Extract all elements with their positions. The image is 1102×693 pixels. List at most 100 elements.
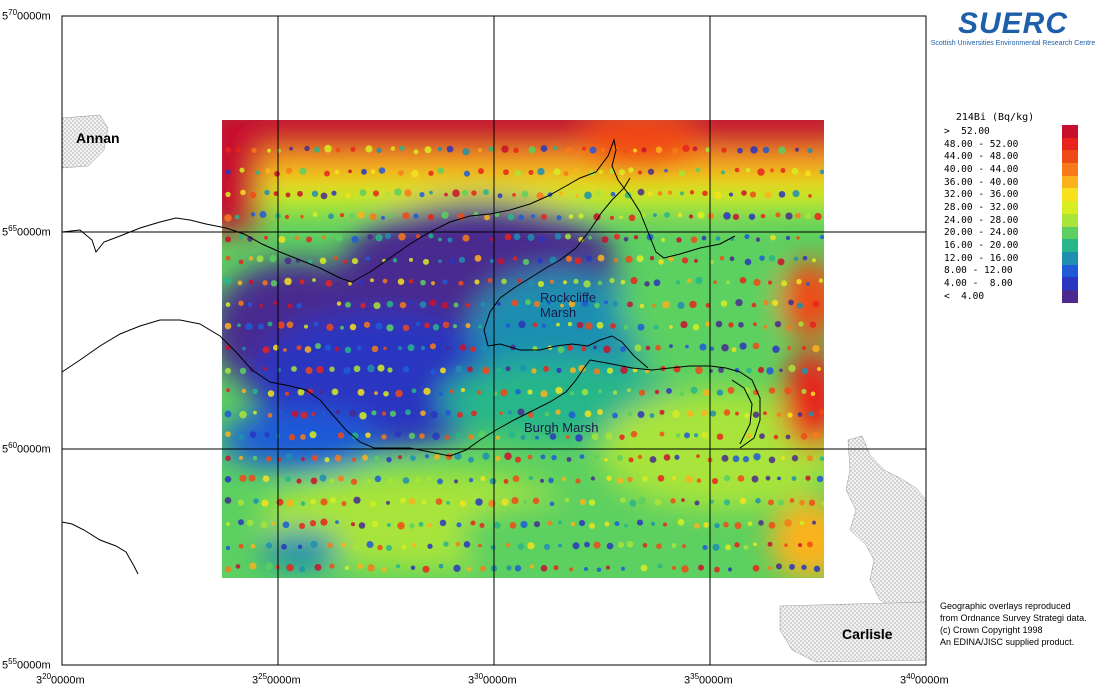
flight-line-dot	[810, 391, 816, 397]
flight-line-dot	[805, 475, 811, 481]
flight-line-dot	[497, 301, 501, 306]
flight-line-dot	[386, 456, 392, 463]
flight-line-dot	[787, 412, 793, 418]
flight-line-dot	[701, 431, 709, 439]
legend-item-label: < 4.00	[944, 290, 985, 302]
flight-line-dot	[778, 499, 784, 506]
flight-line-dot	[746, 367, 752, 374]
flight-line-dot	[638, 496, 646, 505]
flight-line-dot	[335, 409, 341, 415]
flight-line-dot	[769, 168, 775, 173]
flight-line-dot	[224, 476, 232, 483]
flight-line-dot	[616, 477, 624, 484]
flight-line-dot	[224, 277, 232, 285]
flight-line-dot	[694, 258, 698, 263]
flight-line-dot	[682, 544, 686, 549]
flight-line-dot	[786, 325, 792, 331]
flight-line-dot	[696, 454, 700, 458]
flight-line-dot	[768, 499, 774, 506]
flight-line-dot	[798, 543, 802, 547]
flight-line-dot	[408, 497, 416, 505]
flight-line-dot	[434, 454, 440, 460]
flight-line-dot	[304, 145, 310, 152]
flight-line-dot	[341, 542, 347, 548]
flight-line-dot	[478, 168, 484, 175]
flight-line-dot	[603, 345, 611, 354]
flight-line-dot	[488, 499, 496, 508]
flight-line-dot	[789, 498, 795, 503]
flight-line-dot	[504, 452, 512, 460]
flight-line-dot	[620, 346, 626, 353]
flight-line-dot	[634, 344, 642, 352]
legend-swatch	[1062, 150, 1078, 164]
flight-line-dot	[814, 212, 822, 221]
flight-line-dot	[575, 434, 583, 442]
flight-line-dot	[374, 475, 382, 483]
flight-line-dot	[729, 256, 735, 262]
flight-line-dot	[752, 411, 760, 418]
flight-line-dot	[455, 541, 461, 547]
flight-line-dot	[558, 543, 562, 548]
flight-line-dot	[365, 256, 371, 261]
flight-line-dot	[723, 499, 731, 506]
flight-line-dot	[558, 520, 562, 525]
flight-line-dot	[225, 147, 231, 153]
flight-line-dot	[321, 411, 327, 417]
flight-line-dot	[225, 169, 231, 175]
flight-line-dot	[517, 543, 525, 550]
flight-line-dot	[812, 344, 820, 353]
y-tick-label: 5650000m	[2, 224, 51, 239]
flight-line-dot	[556, 215, 562, 221]
flight-line-dot	[484, 411, 490, 416]
flight-line-dot	[751, 475, 759, 483]
flight-line-dot	[767, 280, 773, 285]
flight-line-dot	[318, 390, 324, 395]
flight-line-dot	[597, 280, 603, 286]
flight-line-dot	[588, 235, 592, 240]
flight-line-dot	[812, 300, 820, 308]
flight-line-dot	[732, 213, 740, 220]
flight-line-dot	[771, 299, 779, 307]
flight-line-dot	[430, 411, 438, 419]
flight-line-dot	[490, 545, 496, 550]
flight-line-dot	[786, 346, 792, 351]
legend-swatch	[1062, 137, 1078, 151]
flight-line-dot	[367, 564, 375, 572]
flight-line-dot	[259, 210, 267, 218]
flight-line-dot	[626, 541, 634, 548]
flight-line-dot	[693, 433, 699, 438]
flight-line-dot	[334, 169, 340, 175]
flight-line-dot	[598, 389, 602, 394]
flight-line-dot	[581, 388, 589, 396]
flight-line-dot	[627, 476, 633, 483]
flight-line-dot	[765, 475, 771, 481]
flight-line-dot	[780, 167, 786, 173]
flight-line-dot	[556, 322, 560, 327]
flight-line-dot	[309, 520, 317, 527]
flight-line-dot	[447, 237, 453, 243]
flight-line-dot	[528, 412, 534, 418]
flight-line-dot	[274, 171, 280, 177]
flight-line-dot	[779, 368, 783, 373]
legend-item-label: 20.00 - 24.00	[944, 227, 1019, 239]
flight-line-dot	[739, 497, 747, 505]
flight-line-dot	[246, 519, 254, 527]
flight-line-dot	[683, 432, 691, 439]
flight-line-dot	[422, 258, 430, 265]
flight-line-dot	[296, 303, 302, 309]
flight-line-dot	[799, 499, 805, 506]
flight-line-dot	[808, 411, 814, 417]
flight-line-dot	[758, 520, 764, 526]
place-label-carlisle: Carlisle	[842, 626, 893, 642]
flight-line-dot	[410, 565, 416, 571]
flight-line-dot	[743, 545, 749, 550]
flight-line-dot	[426, 475, 432, 481]
flight-line-dot	[763, 299, 769, 306]
flight-line-dot	[659, 409, 665, 415]
flight-line-dot	[500, 388, 508, 397]
flight-line-dot	[480, 301, 486, 307]
flight-line-dot	[307, 301, 313, 307]
flight-line-dot	[560, 303, 564, 308]
flight-line-dot	[399, 301, 407, 309]
flight-line-dot	[714, 566, 720, 573]
